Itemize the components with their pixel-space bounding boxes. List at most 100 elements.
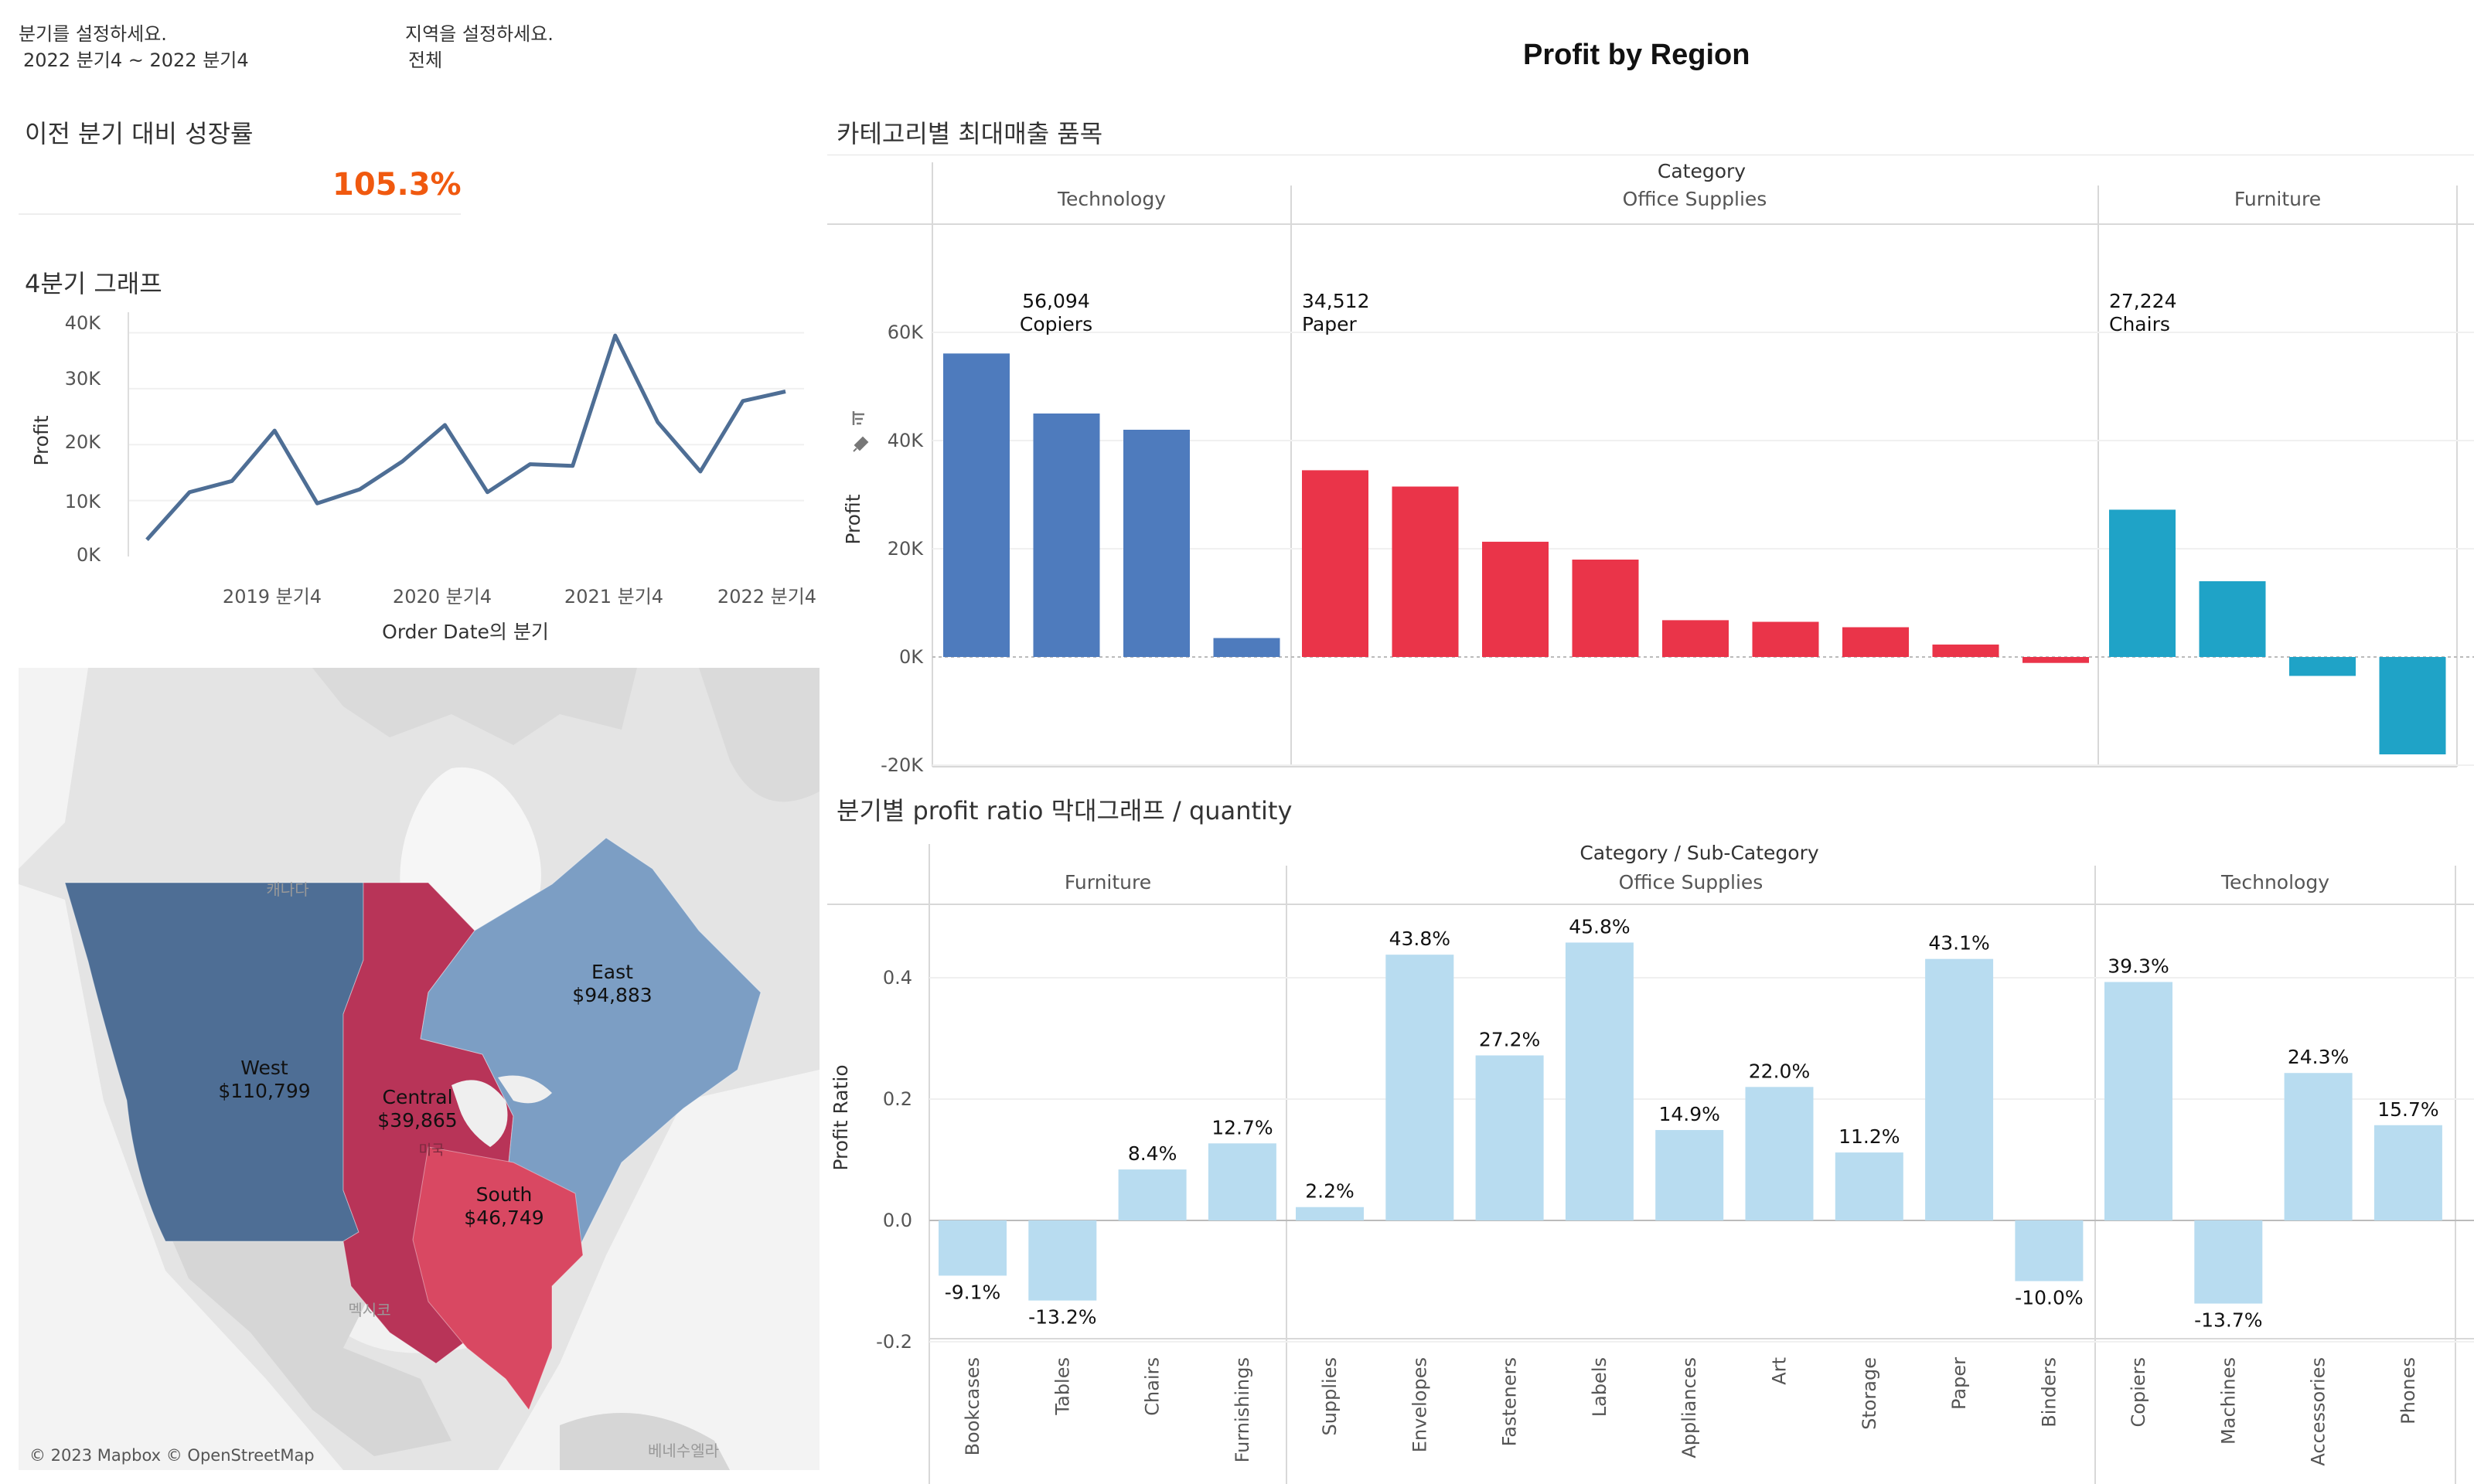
bar-top-bar[interactable] <box>2379 657 2446 754</box>
map-country-mexico: 멕시코 <box>348 1301 390 1319</box>
bar-bottom-data-label: -9.1% <box>945 1281 1001 1303</box>
bar-bottom-subcategory-label: Labels <box>1589 1357 1610 1417</box>
bar-top-bar[interactable] <box>1482 541 1549 657</box>
bar-top-max-value-label: 34,512 <box>1302 290 1369 312</box>
bar-bottom-bar[interactable] <box>1385 955 1454 1220</box>
line-xtick: 2022 분기4 <box>717 586 816 608</box>
bar-bottom-subcategory-label: Phones <box>2397 1357 2419 1424</box>
line-ytick: 10K <box>65 491 102 512</box>
bar-bottom-subcategory-label: Fasteners <box>1499 1357 1521 1446</box>
bar-bottom-subcategory-label: Machines <box>2217 1357 2239 1445</box>
bar-bottom-ytick: 0.4 <box>883 967 912 989</box>
bar-bottom-bar[interactable] <box>2284 1073 2353 1220</box>
bar-top-bar[interactable] <box>1392 486 1459 658</box>
bar-bottom-bar[interactable] <box>2104 982 2172 1220</box>
bar-top-bar[interactable] <box>1033 414 1100 657</box>
bar-bottom-data-label: 22.0% <box>1749 1060 1810 1082</box>
bar-bottom-data-label: 39.3% <box>2108 955 2169 977</box>
map-label-east-name: East <box>591 961 633 983</box>
bar-top-bar[interactable] <box>943 353 1010 657</box>
bar-bottom-bar[interactable] <box>1475 1055 1544 1220</box>
map-region-west[interactable] <box>64 882 364 1242</box>
bar-bottom-bar[interactable] <box>1925 958 1994 1220</box>
bar-bottom-bar[interactable] <box>1118 1169 1187 1220</box>
line-ytick: 30K <box>65 368 102 390</box>
sort-icon[interactable] <box>852 411 864 425</box>
bar-bottom-subcategory-label: Storage <box>1859 1357 1880 1430</box>
bar-bottom-subcategory-label: Envelopes <box>1409 1357 1430 1452</box>
map-country-venezuela: 베네수엘라 <box>648 1441 719 1460</box>
region-map[interactable]: West $110,799 Central $39,865 East $94,8… <box>19 668 820 1470</box>
bar-top-bar[interactable] <box>2199 581 2266 657</box>
quarter-filter-dropdown[interactable]: 2022 분기4 ~ 2022 분기4 <box>23 49 249 71</box>
map-region-south[interactable] <box>412 1146 584 1411</box>
line-series-profit <box>145 333 786 541</box>
bar-bottom-data-label: 43.8% <box>1389 928 1450 950</box>
kpi-title: 이전 분기 대비 성장률 <box>25 119 254 148</box>
bar-bottom-subcategory-label: Copiers <box>2128 1357 2149 1427</box>
bar-bottom-bar[interactable] <box>1835 1152 1903 1220</box>
bar-top-chart: Category Technology Office Supplies Furnit… <box>827 155 2474 773</box>
map-ocean <box>19 668 88 869</box>
bar-top-bar[interactable] <box>1302 470 1368 657</box>
bar-bottom-subcategory-label: Furnishings <box>1232 1357 1253 1462</box>
map-label-central-value: $39,865 <box>377 1109 457 1132</box>
bar-bottom-bar[interactable] <box>2373 1125 2442 1220</box>
bar-top-bar[interactable] <box>1123 430 1190 657</box>
bar-top-category-header: Technology <box>1057 188 1166 210</box>
bar-bottom-bar[interactable] <box>1028 1220 1097 1301</box>
bar-top-bar[interactable] <box>1662 620 1729 657</box>
bar-bottom-chart: Category / Sub-Category Furniture Office … <box>827 842 2474 1484</box>
bar-top-ytick: 0K <box>899 646 924 668</box>
line-x-axis-title: Order Date의 분기 <box>382 621 549 643</box>
bar-bottom-bar[interactable] <box>2015 1220 2084 1281</box>
bar-top-bar[interactable] <box>2022 657 2089 663</box>
bar-top-bar[interactable] <box>1842 627 1909 658</box>
bar-top-bar[interactable] <box>2289 657 2356 676</box>
bar-bottom-data-label: 8.4% <box>1128 1142 1177 1165</box>
dashboard-title: Profit by Region <box>1523 39 1750 71</box>
bar-top-bar[interactable] <box>1213 638 1280 658</box>
bar-top-ytick: -20K <box>881 754 924 773</box>
bar-bottom-data-label: 12.7% <box>1211 1116 1273 1139</box>
line-xtick: 2019 분기4 <box>223 586 322 608</box>
bar-bottom-bar[interactable] <box>1655 1130 1724 1220</box>
bar-bottom-bar[interactable] <box>1745 1087 1814 1220</box>
bar-bottom-data-label: 14.9% <box>1658 1103 1719 1125</box>
bar-bottom-bar[interactable] <box>1565 942 1634 1220</box>
pin-icon[interactable] <box>853 436 869 452</box>
map-label-south-name: South <box>476 1183 533 1206</box>
map-atlantic <box>498 1070 820 1470</box>
map-great-lakes <box>452 1075 552 1147</box>
bar-top-bar[interactable] <box>1932 644 1999 657</box>
bar-bottom-bar[interactable] <box>1296 1207 1364 1220</box>
bar-bottom-header-title: Category / Sub-Category <box>1579 842 1819 864</box>
bar-top-max-item-label: Copiers <box>1020 313 1092 335</box>
line-chart: 0K 10K 20K 30K 40K Profit 2019 분기4 2020 … <box>30 312 816 643</box>
bar-bottom-data-label: 2.2% <box>1305 1180 1355 1203</box>
region-filter-dropdown[interactable]: 전체 <box>408 49 443 71</box>
map-mexico <box>165 1224 452 1456</box>
bar-bottom-category-header: Furniture <box>1065 871 1151 893</box>
bar-bottom-subcategory-label: Appliances <box>1678 1357 1700 1458</box>
bar-top-bar[interactable] <box>1572 560 1639 657</box>
bar-bottom-title: 분기별 profit ratio 막대그래프 / quantity <box>837 796 1293 825</box>
region-filter-label: 지역을 설정하세요. <box>405 23 554 45</box>
bar-top-max-value-label: 56,094 <box>1022 290 1089 312</box>
bar-top-bar[interactable] <box>1752 621 1819 658</box>
bar-bottom-data-label: -10.0% <box>2015 1287 2083 1309</box>
bar-top-title: 카테고리별 최대매출 품목 <box>837 119 1103 148</box>
bar-bottom-data-label: -13.7% <box>2194 1309 2262 1332</box>
bar-bottom-bar[interactable] <box>939 1220 1007 1276</box>
bar-bottom-data-label: 45.8% <box>1569 915 1630 938</box>
bar-top-ytick: 40K <box>888 430 925 451</box>
bar-top-bar[interactable] <box>2109 509 2176 657</box>
line-ytick: 40K <box>65 312 102 334</box>
bar-top-max-item-label: Paper <box>1302 313 1358 335</box>
bar-bottom-bar[interactable] <box>1208 1143 1276 1220</box>
line-xtick: 2020 분기4 <box>393 586 492 608</box>
bar-bottom-bar[interactable] <box>2194 1220 2263 1304</box>
map-region-east[interactable] <box>420 837 762 1271</box>
kpi-value: 105.3% <box>332 167 462 203</box>
map-arctic-islands <box>312 668 637 745</box>
